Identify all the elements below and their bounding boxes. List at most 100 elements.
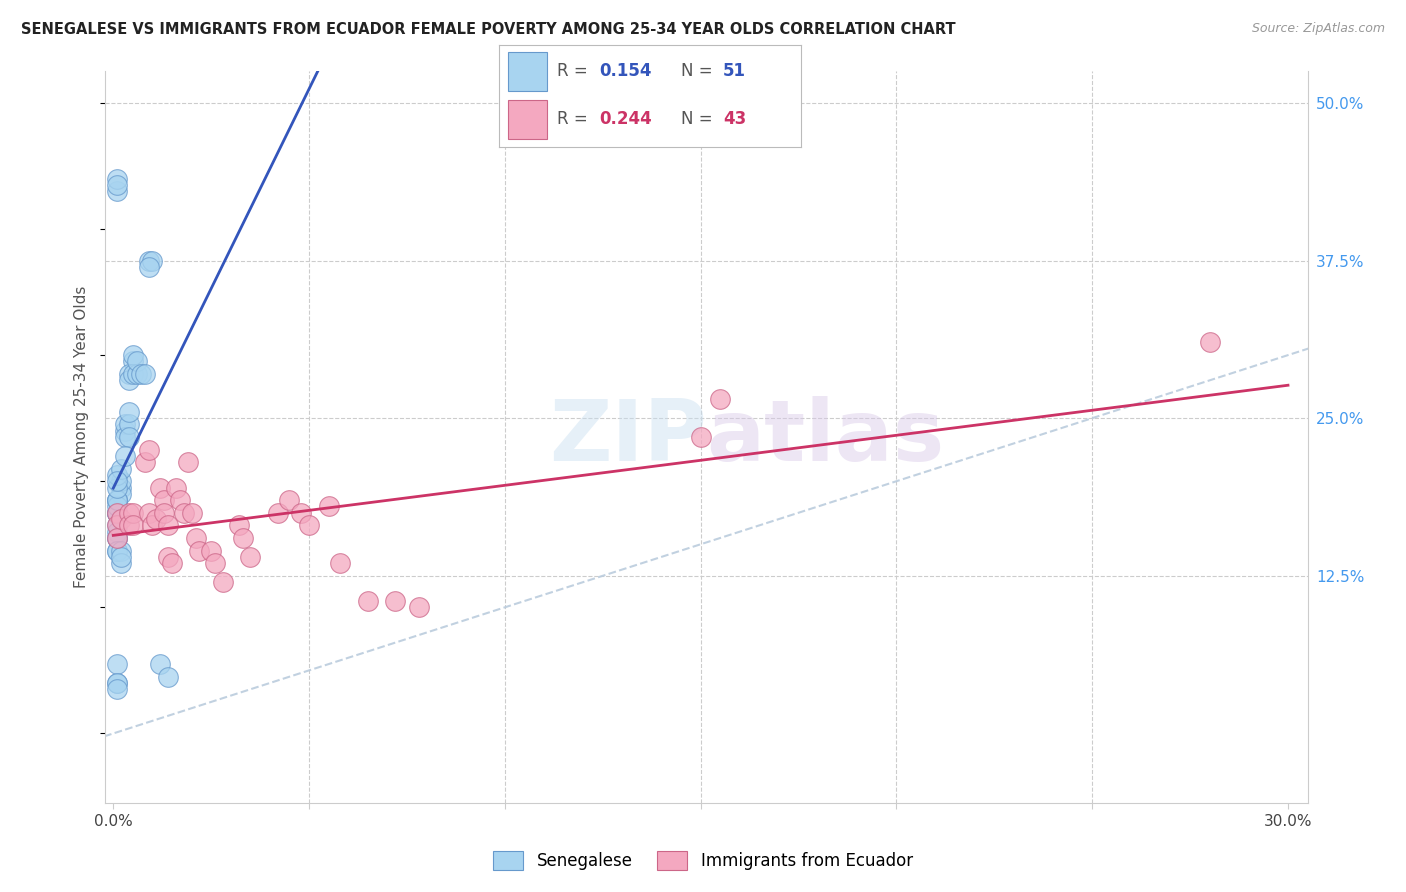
- Point: [149, 657, 172, 671]
- Text: 0.244: 0.244: [599, 111, 651, 128]
- Point: [105, 518, 128, 533]
- Point: [105, 500, 128, 514]
- Point: [160, 556, 183, 570]
- Point: [138, 442, 160, 457]
- Point: [110, 543, 132, 558]
- Point: [141, 253, 163, 268]
- Point: [384, 594, 406, 608]
- Point: [188, 543, 211, 558]
- Text: SENEGALESE VS IMMIGRANTS FROM ECUADOR FEMALE POVERTY AMONG 25-34 YEAR OLDS CORRE: SENEGALESE VS IMMIGRANTS FROM ECUADOR FE…: [21, 22, 956, 37]
- Point: [105, 506, 128, 520]
- Point: [105, 493, 128, 508]
- Text: atlas: atlas: [707, 395, 945, 479]
- Text: 43: 43: [723, 111, 747, 128]
- Point: [105, 506, 128, 520]
- Point: [184, 531, 207, 545]
- Point: [121, 348, 143, 362]
- Point: [110, 512, 132, 526]
- Text: N =: N =: [681, 62, 717, 80]
- Point: [105, 467, 128, 482]
- Point: [153, 493, 176, 508]
- Point: [105, 481, 128, 495]
- Point: [165, 481, 187, 495]
- Point: [239, 549, 262, 564]
- Point: [134, 367, 156, 381]
- Point: [105, 657, 128, 671]
- Point: [298, 518, 321, 533]
- Point: [138, 253, 160, 268]
- Point: [118, 405, 141, 419]
- Point: [157, 549, 180, 564]
- Point: [134, 455, 156, 469]
- Point: [105, 531, 128, 545]
- Point: [228, 518, 250, 533]
- Point: [138, 506, 160, 520]
- Point: [121, 518, 143, 533]
- Point: [141, 518, 163, 533]
- Point: [110, 549, 132, 564]
- Point: [329, 556, 352, 570]
- Text: 0.154: 0.154: [599, 62, 651, 80]
- Point: [709, 392, 731, 407]
- Point: [118, 367, 141, 381]
- Bar: [508, 100, 547, 139]
- Point: [105, 682, 128, 697]
- Point: [357, 594, 380, 608]
- Point: [105, 506, 128, 520]
- Point: [105, 184, 128, 198]
- Point: [105, 531, 128, 545]
- Point: [125, 354, 148, 368]
- Point: [157, 518, 180, 533]
- Text: 51: 51: [723, 62, 745, 80]
- Point: [105, 543, 128, 558]
- Point: [105, 171, 128, 186]
- Point: [105, 178, 128, 192]
- Point: [105, 493, 128, 508]
- Point: [105, 676, 128, 690]
- Point: [408, 600, 430, 615]
- Point: [278, 493, 301, 508]
- Point: [121, 506, 143, 520]
- Text: Source: ZipAtlas.com: Source: ZipAtlas.com: [1251, 22, 1385, 36]
- Point: [1198, 335, 1220, 350]
- Point: [121, 354, 143, 368]
- Y-axis label: Female Poverty Among 25-34 Year Olds: Female Poverty Among 25-34 Year Olds: [75, 286, 90, 588]
- Point: [149, 481, 172, 495]
- Text: N =: N =: [681, 111, 717, 128]
- Point: [118, 518, 141, 533]
- Point: [105, 524, 128, 539]
- Point: [121, 367, 143, 381]
- Point: [105, 518, 128, 533]
- Point: [114, 424, 136, 438]
- Point: [105, 531, 128, 545]
- Point: [180, 506, 202, 520]
- Point: [118, 373, 141, 387]
- Point: [114, 430, 136, 444]
- Point: [267, 506, 290, 520]
- Point: [212, 575, 235, 590]
- Point: [110, 481, 132, 495]
- Point: [118, 430, 141, 444]
- Point: [169, 493, 191, 508]
- Point: [110, 474, 132, 488]
- Text: R =: R =: [557, 111, 592, 128]
- Text: R =: R =: [557, 62, 592, 80]
- Legend: Senegalese, Immigrants from Ecuador: Senegalese, Immigrants from Ecuador: [486, 844, 920, 877]
- Point: [153, 506, 176, 520]
- Point: [125, 367, 148, 381]
- Point: [118, 506, 141, 520]
- Point: [110, 487, 132, 501]
- Point: [105, 543, 128, 558]
- Point: [318, 500, 340, 514]
- Point: [114, 417, 136, 432]
- Point: [105, 474, 128, 488]
- Point: [105, 676, 128, 690]
- Point: [110, 461, 132, 475]
- Bar: [508, 52, 547, 91]
- Text: ZIP: ZIP: [548, 395, 707, 479]
- Point: [204, 556, 226, 570]
- Point: [689, 430, 711, 444]
- Point: [138, 260, 160, 274]
- Point: [105, 493, 128, 508]
- Point: [114, 449, 136, 463]
